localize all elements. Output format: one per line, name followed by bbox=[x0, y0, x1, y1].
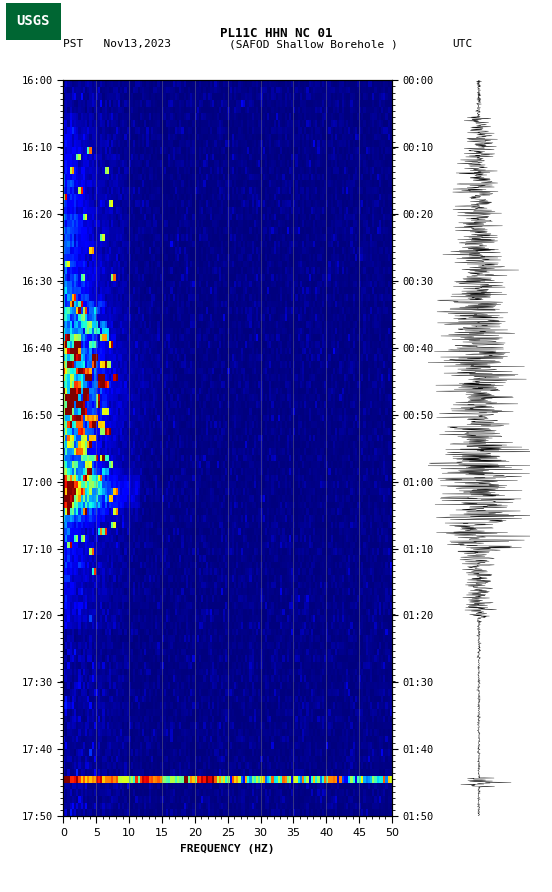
Text: (SAFOD Shallow Borehole ): (SAFOD Shallow Borehole ) bbox=[229, 39, 398, 49]
X-axis label: FREQUENCY (HZ): FREQUENCY (HZ) bbox=[181, 844, 275, 854]
Text: UTC: UTC bbox=[453, 39, 473, 49]
Text: PL11C HHN NC 01: PL11C HHN NC 01 bbox=[220, 27, 332, 40]
Text: PST   Nov13,2023: PST Nov13,2023 bbox=[63, 39, 172, 49]
Text: USGS: USGS bbox=[17, 14, 50, 29]
